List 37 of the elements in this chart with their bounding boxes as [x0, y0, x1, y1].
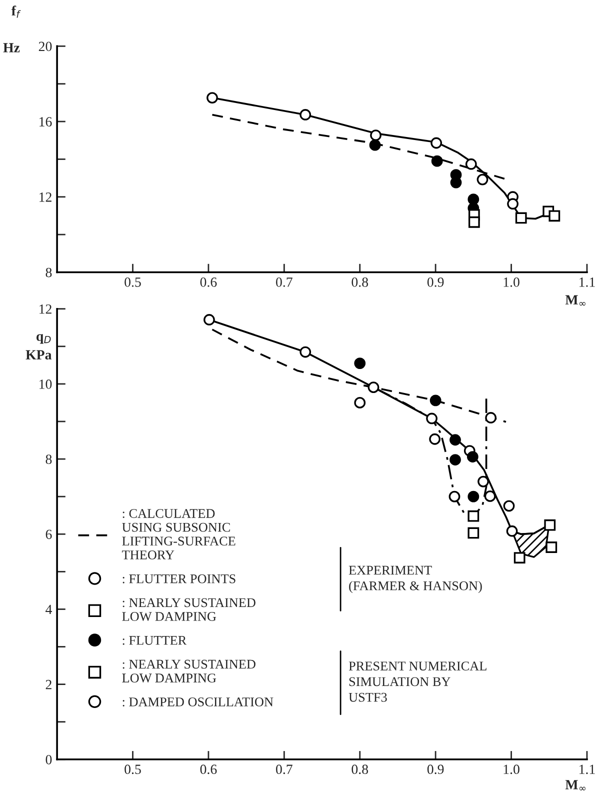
x-tick-label: 0.8	[352, 764, 368, 774]
x-axis-title: M$_{∞}$	[565, 780, 586, 790]
x-tick-label: 0.6	[200, 764, 217, 774]
y-tick-label: 4	[46, 604, 52, 614]
x-tick-label: 0.7	[276, 277, 292, 287]
y-tick-label: 0	[46, 754, 52, 764]
x-tick-label: 0.9	[427, 764, 444, 774]
y-tick-label: 16	[40, 117, 52, 126]
x-tick-label: 0.9	[427, 277, 444, 287]
y-tick-label: 20	[38, 42, 52, 52]
x-tick-label: 1.0	[504, 277, 520, 287]
x-tick-label: 1.1	[580, 278, 595, 287]
y-tick-label: 8	[46, 454, 52, 464]
y-axis-title: q$_{D}$ KPa	[26, 334, 52, 360]
x-tick-label: 0.6	[200, 277, 217, 287]
y-tick-label: 6	[46, 530, 52, 540]
legend-label: : NEARLY SUSTAINED LOW DAMPING	[122, 660, 256, 683]
y-tick-label: 8	[46, 268, 52, 278]
legend-label: : FLUTTER POINTS	[122, 574, 236, 584]
x-tick-label: 0.8	[352, 277, 368, 287]
legend-label: : DAMPED OSCILLATION	[122, 698, 274, 706]
x-tick-label: 1.0	[504, 764, 520, 774]
x-tick-label: 1.1	[580, 764, 595, 774]
y-tick-label: 10	[40, 380, 52, 389]
x-tick-label: 0.7	[276, 764, 292, 774]
legend-label: : NEARLY SUSTAINED LOW DAMPING	[122, 598, 256, 621]
legend-label: : FLUTTER	[122, 636, 187, 645]
y-tick-label: 12	[40, 304, 52, 314]
text: f$_{f}$ Hz	[3, 6, 21, 52]
x-tick-label: 0.5	[124, 764, 141, 774]
legend-label: : CALCULATED USING SUBSONIC LIFTING-SURFACE THEORY	[122, 509, 236, 560]
x-axis-title: M$_{∞}$	[565, 295, 586, 306]
x-tick-label: 0.5	[124, 277, 141, 287]
y-tick-label: 2	[46, 680, 52, 690]
annotation: PRESENT NUMERICAL SIMULATION BY USTF3	[348, 662, 486, 702]
y-tick-label: 12	[40, 192, 52, 202]
annotation: EXPERIMENT (FARMER & HANSON)	[348, 566, 482, 593]
